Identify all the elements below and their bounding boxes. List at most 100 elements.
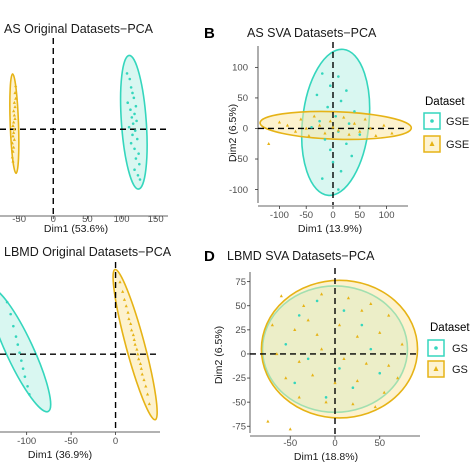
data-point bbox=[337, 75, 340, 78]
y-tick-label: -25 bbox=[232, 373, 246, 384]
data-point bbox=[338, 367, 341, 370]
data-point bbox=[134, 157, 138, 160]
confidence-ellipse-gold bbox=[259, 110, 413, 141]
data-point bbox=[310, 125, 313, 129]
data-point bbox=[342, 309, 346, 312]
panel-d-ylabel: Dim2 (6.5%) bbox=[213, 326, 225, 384]
data-point bbox=[133, 129, 137, 132]
data-point bbox=[127, 317, 131, 321]
panel-b-plot-area: -100 -50 0 50 100 100 50 0 -50 -100 bbox=[229, 42, 413, 221]
data-point bbox=[351, 386, 355, 389]
data-point bbox=[14, 96, 18, 100]
legend-d-label-2: GS bbox=[452, 364, 468, 376]
data-point bbox=[400, 342, 404, 346]
data-point bbox=[14, 84, 18, 88]
data-point bbox=[346, 296, 351, 300]
data-point bbox=[11, 123, 15, 127]
panel-a-plot-area: -50 0 50 100 150 bbox=[0, 38, 168, 225]
data-point bbox=[126, 101, 130, 105]
data-point bbox=[10, 155, 14, 159]
data-point bbox=[382, 390, 386, 394]
panel-d-xlabel: Dim1 (18.8%) bbox=[294, 451, 358, 463]
data-point bbox=[374, 134, 378, 138]
data-point bbox=[304, 126, 308, 130]
data-point bbox=[339, 169, 343, 173]
data-point bbox=[134, 104, 138, 108]
legend-b-title: Dataset bbox=[425, 96, 465, 108]
data-point bbox=[12, 324, 15, 328]
data-point bbox=[331, 160, 335, 164]
confidence-ellipse-teal bbox=[0, 287, 52, 413]
confidence-ellipse-gold bbox=[260, 279, 419, 419]
data-point bbox=[137, 152, 140, 155]
data-point bbox=[378, 371, 382, 375]
y-tick-label: 0 bbox=[243, 124, 248, 135]
y-tick-label: 50 bbox=[235, 301, 246, 312]
data-point bbox=[326, 105, 329, 109]
y-tick-label: -50 bbox=[234, 154, 248, 165]
data-point bbox=[132, 96, 136, 100]
data-point bbox=[323, 138, 327, 141]
data-point bbox=[315, 299, 319, 303]
data-point bbox=[16, 343, 20, 346]
data-point bbox=[135, 347, 139, 351]
data-point bbox=[336, 128, 340, 132]
circle-icon bbox=[434, 346, 438, 350]
data-point bbox=[306, 357, 310, 361]
data-point bbox=[352, 121, 357, 125]
data-point bbox=[21, 367, 25, 370]
data-point bbox=[387, 313, 391, 317]
data-point bbox=[329, 148, 332, 152]
data-point bbox=[147, 402, 151, 406]
x-tick-label: 150 bbox=[148, 214, 164, 225]
data-point bbox=[337, 188, 340, 191]
legend-b-label-1: GSE bbox=[446, 116, 469, 128]
x-tick-label: 50 bbox=[354, 210, 365, 221]
triangle-icon bbox=[433, 366, 439, 371]
data-point bbox=[10, 141, 14, 145]
data-point bbox=[12, 109, 16, 113]
data-point bbox=[288, 427, 292, 431]
data-point bbox=[342, 356, 346, 360]
data-point bbox=[131, 133, 134, 137]
data-point bbox=[306, 318, 310, 322]
data-point bbox=[12, 137, 16, 141]
data-point bbox=[13, 91, 17, 95]
x-tick-label: -100 bbox=[17, 436, 36, 447]
data-point bbox=[26, 384, 29, 388]
y-tick-label: -75 bbox=[232, 421, 246, 432]
data-point bbox=[319, 347, 324, 351]
data-point bbox=[128, 77, 132, 81]
data-point bbox=[12, 145, 16, 149]
data-point bbox=[129, 141, 133, 145]
x-tick-label: 100 bbox=[379, 210, 395, 221]
data-point bbox=[125, 72, 129, 75]
data-point bbox=[145, 392, 150, 396]
data-point bbox=[293, 129, 298, 133]
panel-d-title: LBMD SVA Datasets−PCA bbox=[227, 249, 375, 263]
data-point bbox=[121, 289, 125, 293]
data-point bbox=[133, 342, 137, 346]
data-point bbox=[302, 303, 306, 307]
data-point bbox=[297, 395, 301, 399]
data-point bbox=[307, 134, 311, 138]
data-point bbox=[275, 352, 279, 356]
data-point bbox=[369, 302, 373, 306]
x-tick-label: 0 bbox=[51, 214, 56, 225]
data-point bbox=[329, 84, 332, 88]
data-point bbox=[133, 168, 136, 172]
x-tick-label: -50 bbox=[283, 438, 297, 449]
data-point bbox=[13, 116, 17, 120]
data-point bbox=[318, 123, 322, 127]
data-point bbox=[320, 72, 324, 75]
data-point bbox=[14, 335, 18, 338]
data-point bbox=[318, 119, 321, 123]
data-point bbox=[135, 119, 138, 123]
data-point bbox=[324, 396, 328, 399]
data-point bbox=[320, 177, 324, 180]
triangle-icon bbox=[429, 141, 435, 146]
panel-d-plot-area: -50 0 50 75 50 25 0 -25 -50 -75 bbox=[232, 268, 420, 449]
data-point bbox=[144, 384, 148, 388]
data-point bbox=[293, 328, 297, 332]
data-point bbox=[12, 120, 16, 124]
